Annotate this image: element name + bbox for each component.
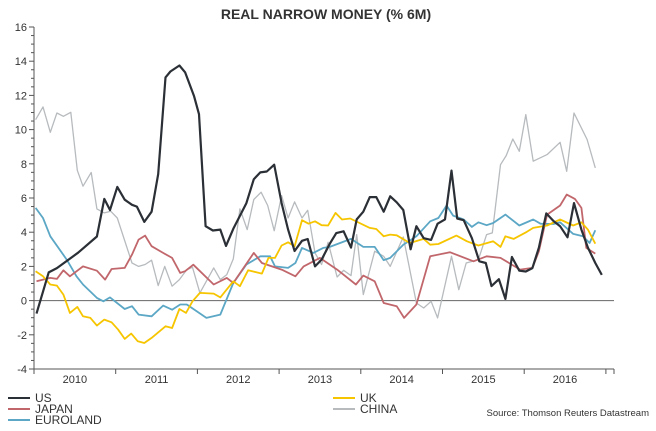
y-tick-label: 2: [21, 261, 27, 273]
y-tick-label: -2: [17, 330, 27, 342]
series-line-uk: [35, 212, 597, 344]
series-line-china: [35, 106, 596, 319]
x-tick-label: 2013: [308, 374, 332, 386]
legend-label-us: US: [35, 391, 52, 405]
legend-label-japan: JAPAN: [35, 402, 73, 416]
series-lines: [34, 64, 603, 344]
legend-label-uk: UK: [360, 391, 377, 405]
y-tick-label: -4: [17, 364, 27, 376]
y-tick-label: 12: [15, 90, 27, 102]
y-tick-label: 4: [21, 227, 27, 239]
x-tick-label: 2014: [389, 374, 413, 386]
axes: 16 14 12 10 8 6 4 2 0 -2 -4 2010 2011 2012 2013 2014 201…: [15, 22, 615, 386]
y-tick-label: 14: [15, 56, 27, 68]
y-tick-label: 0: [21, 296, 27, 308]
x-tick-label: 2016: [553, 374, 577, 386]
x-tick-label: 2010: [63, 374, 87, 386]
x-tick-label: 2011: [145, 374, 169, 386]
series-line-euroland: [34, 204, 597, 319]
y-tick-label: 6: [21, 193, 27, 205]
series-line-japan: [36, 193, 596, 319]
x-tick-label: 2015: [471, 374, 495, 386]
y-tick-label: 16: [15, 22, 27, 34]
y-tick-label: 10: [15, 125, 27, 137]
x-tick-label: 2012: [226, 374, 250, 386]
y-tick-label: 8: [21, 159, 27, 171]
source-note: Source: Thomson Reuters Datastream: [487, 408, 650, 419]
legend-label-euroland: EUROLAND: [35, 413, 102, 427]
legend-label-china: CHINA: [360, 402, 397, 416]
chart-title: REAL NARROW MONEY (% 6M): [221, 6, 431, 22]
series-line-us: [35, 64, 603, 314]
